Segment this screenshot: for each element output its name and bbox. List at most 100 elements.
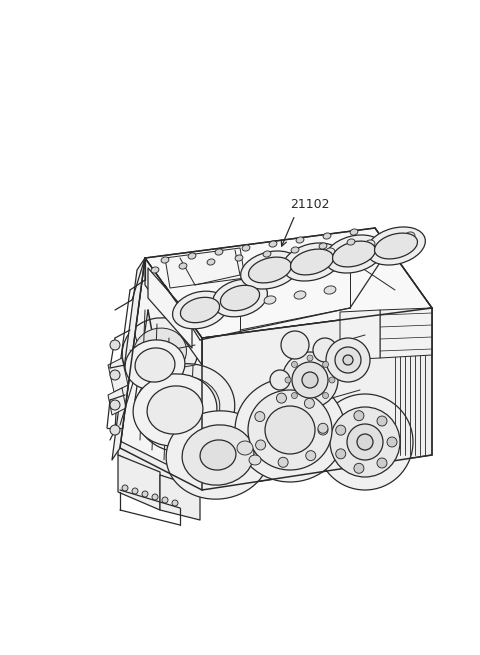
Ellipse shape — [147, 386, 203, 434]
Ellipse shape — [255, 440, 265, 450]
Ellipse shape — [167, 413, 263, 497]
Ellipse shape — [345, 244, 355, 252]
Ellipse shape — [276, 393, 287, 403]
Ellipse shape — [354, 463, 364, 474]
Ellipse shape — [133, 328, 187, 376]
Ellipse shape — [269, 241, 277, 247]
Ellipse shape — [172, 291, 228, 329]
Ellipse shape — [385, 236, 395, 244]
Ellipse shape — [377, 458, 387, 468]
Ellipse shape — [122, 485, 128, 491]
Ellipse shape — [142, 491, 148, 497]
Ellipse shape — [283, 396, 307, 420]
Ellipse shape — [302, 372, 318, 388]
Polygon shape — [160, 475, 200, 520]
Ellipse shape — [270, 370, 290, 390]
Ellipse shape — [249, 455, 261, 465]
Ellipse shape — [347, 424, 383, 460]
Ellipse shape — [324, 235, 384, 273]
Ellipse shape — [291, 247, 299, 253]
Polygon shape — [340, 310, 380, 360]
Ellipse shape — [135, 348, 175, 382]
Ellipse shape — [377, 416, 387, 426]
Ellipse shape — [285, 377, 291, 383]
Ellipse shape — [240, 251, 300, 289]
Ellipse shape — [161, 257, 169, 263]
Ellipse shape — [294, 291, 306, 299]
Ellipse shape — [265, 406, 315, 454]
Ellipse shape — [200, 440, 236, 470]
Ellipse shape — [306, 451, 316, 460]
Ellipse shape — [357, 434, 373, 450]
Ellipse shape — [336, 449, 346, 459]
Polygon shape — [148, 268, 192, 348]
Polygon shape — [120, 258, 202, 490]
Ellipse shape — [255, 411, 265, 422]
Ellipse shape — [235, 378, 345, 482]
Ellipse shape — [179, 263, 187, 269]
Ellipse shape — [291, 392, 298, 398]
Ellipse shape — [249, 257, 291, 283]
Ellipse shape — [323, 233, 331, 239]
Ellipse shape — [242, 245, 250, 251]
Ellipse shape — [307, 399, 313, 405]
Ellipse shape — [181, 425, 249, 485]
Ellipse shape — [235, 255, 243, 261]
Polygon shape — [108, 358, 128, 392]
Ellipse shape — [110, 370, 120, 380]
Ellipse shape — [237, 441, 253, 455]
Polygon shape — [165, 248, 245, 288]
Ellipse shape — [319, 243, 327, 249]
Ellipse shape — [188, 253, 196, 259]
Ellipse shape — [110, 340, 120, 350]
Ellipse shape — [166, 411, 270, 499]
Ellipse shape — [350, 229, 358, 235]
Ellipse shape — [296, 237, 304, 243]
Ellipse shape — [307, 355, 313, 361]
Ellipse shape — [291, 362, 298, 367]
Ellipse shape — [213, 279, 267, 317]
Polygon shape — [145, 258, 202, 365]
Ellipse shape — [152, 494, 158, 500]
Ellipse shape — [264, 296, 276, 304]
Polygon shape — [118, 455, 160, 510]
Polygon shape — [380, 308, 432, 358]
Ellipse shape — [330, 407, 400, 477]
Ellipse shape — [326, 338, 370, 382]
Ellipse shape — [122, 318, 198, 386]
Text: 21102: 21102 — [290, 198, 330, 212]
Ellipse shape — [283, 243, 341, 281]
Ellipse shape — [207, 259, 215, 265]
Ellipse shape — [292, 362, 328, 398]
Ellipse shape — [282, 352, 338, 408]
Ellipse shape — [367, 227, 425, 265]
Ellipse shape — [150, 377, 220, 439]
Ellipse shape — [135, 364, 235, 452]
Ellipse shape — [329, 377, 335, 383]
Ellipse shape — [405, 232, 415, 240]
Ellipse shape — [304, 398, 314, 408]
Ellipse shape — [110, 400, 120, 410]
Polygon shape — [145, 228, 432, 338]
Ellipse shape — [182, 425, 254, 485]
Ellipse shape — [110, 425, 120, 435]
Ellipse shape — [323, 392, 328, 398]
Polygon shape — [108, 388, 126, 415]
Polygon shape — [118, 440, 202, 495]
Ellipse shape — [347, 239, 355, 245]
Ellipse shape — [132, 488, 138, 494]
Ellipse shape — [325, 248, 335, 256]
Ellipse shape — [133, 374, 217, 446]
Polygon shape — [112, 258, 145, 460]
Polygon shape — [202, 308, 432, 490]
Ellipse shape — [180, 297, 219, 323]
Ellipse shape — [290, 249, 334, 275]
Ellipse shape — [125, 340, 185, 390]
Ellipse shape — [335, 347, 361, 373]
Ellipse shape — [318, 423, 328, 433]
Ellipse shape — [278, 457, 288, 467]
Ellipse shape — [336, 425, 346, 435]
Ellipse shape — [318, 425, 328, 435]
Ellipse shape — [317, 394, 413, 490]
Ellipse shape — [324, 286, 336, 294]
